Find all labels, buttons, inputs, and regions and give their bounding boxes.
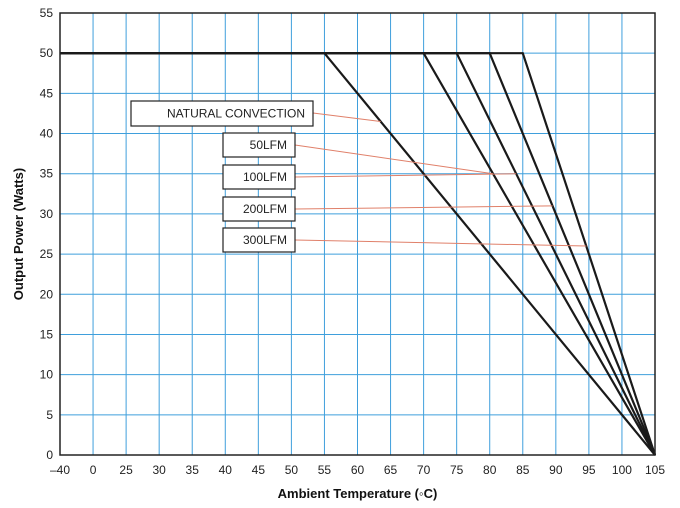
y-tick-label: 55 <box>40 6 54 20</box>
y-tick-label: 45 <box>40 86 54 100</box>
x-tick-label: –40 <box>50 463 70 477</box>
x-tick-label: 0 <box>90 463 97 477</box>
y-tick-labels: 0 5 10 15 20 25 30 35 40 45 50 55 <box>40 6 54 462</box>
x-tick-label: 105 <box>645 463 665 477</box>
y-tick-label: 40 <box>40 127 54 141</box>
leader-line-200lfm <box>294 205 553 210</box>
x-tick-label: 25 <box>119 463 133 477</box>
y-tick-label: 25 <box>40 247 54 261</box>
x-tick-label: 75 <box>450 463 464 477</box>
label-box-100lfm <box>222 164 296 190</box>
series-label-100lfm: 100LFM <box>243 170 287 184</box>
series-lines <box>60 52 657 456</box>
series-label-300lfm: 300LFM <box>243 233 287 247</box>
x-tick-label: 80 <box>483 463 497 477</box>
series-label-50lfm: 50LFM <box>250 138 287 152</box>
y-tick-label: 35 <box>40 167 54 181</box>
leader-line-300lfm <box>294 239 587 247</box>
x-tick-label: 55 <box>318 463 332 477</box>
x-axis-title: Ambient Temperature (◦C) <box>278 486 438 501</box>
x-tick-label: 45 <box>252 463 266 477</box>
label-box-300lfm <box>222 227 296 253</box>
label-box-natural-convection <box>130 100 314 127</box>
series-label-200lfm: 200LFM <box>243 202 287 216</box>
series-line-300lfm <box>60 52 657 456</box>
y-tick-label: 20 <box>40 287 54 301</box>
x-tick-label: 60 <box>351 463 365 477</box>
x-tick-labels: –40 0 25 30 35 40 45 50 55 60 65 70 75 80 85 90 95 100 105 <box>50 463 665 477</box>
x-tick-label: 50 <box>285 463 299 477</box>
y-tick-label: 0 <box>46 448 53 462</box>
x-tick-label: 95 <box>582 463 596 477</box>
x-tick-label: 85 <box>516 463 530 477</box>
x-tick-label: 65 <box>384 463 398 477</box>
y-tick-label: 50 <box>40 46 54 60</box>
x-tick-label: 100 <box>612 463 632 477</box>
plot-frame <box>59 12 656 456</box>
x-tick-label: 35 <box>186 463 200 477</box>
leader-line-100lfm <box>294 173 517 178</box>
y-tick-label: 5 <box>46 408 53 422</box>
x-tick-label: 30 <box>152 463 166 477</box>
y-tick-label: 15 <box>40 327 54 341</box>
y-axis-title: Output Power (Watts) <box>11 168 26 300</box>
label-box-50lfm <box>222 132 296 158</box>
x-tick-label: 70 <box>417 463 431 477</box>
y-tick-label: 30 <box>40 207 54 221</box>
grid-lines <box>60 13 655 455</box>
label-box-200lfm <box>222 196 296 222</box>
label-leader-lines <box>294 112 587 247</box>
leader-line-natural-convection <box>312 112 381 122</box>
y-tick-label: 10 <box>40 368 54 382</box>
x-tick-label: 40 <box>219 463 233 477</box>
x-tick-label: 90 <box>549 463 563 477</box>
leader-line-50lfm <box>294 144 494 175</box>
series-label-natural-convection: NATURAL CONVECTION <box>167 107 305 121</box>
series-labels: NATURAL CONVECTION 50LFM 100LFM 200LFM 300LF… <box>130 100 314 253</box>
